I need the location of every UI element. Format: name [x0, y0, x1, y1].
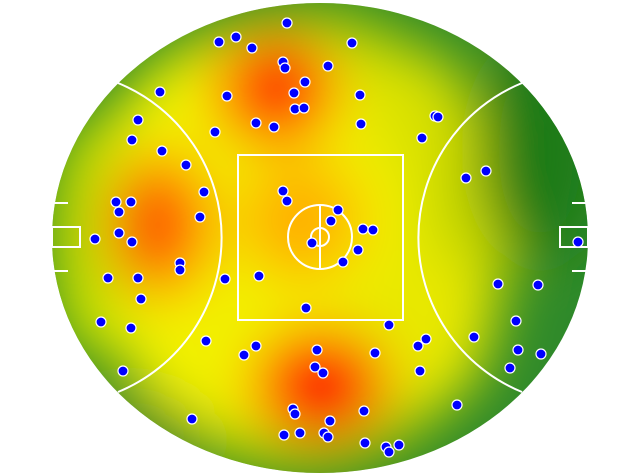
player-point	[306, 237, 318, 249]
player-point	[492, 278, 504, 290]
player-point	[432, 111, 444, 123]
player-point	[325, 215, 337, 227]
heatmap	[52, 3, 588, 473]
player-point	[125, 196, 137, 208]
player-point	[132, 272, 144, 284]
player-point	[393, 439, 405, 451]
player-point	[355, 118, 367, 130]
field-lines	[51, 82, 589, 393]
player-point	[299, 76, 311, 88]
player-point	[359, 437, 371, 449]
player-point	[294, 427, 306, 439]
player-point	[412, 340, 424, 352]
player-point	[383, 446, 395, 458]
player-point	[369, 347, 381, 359]
player-point	[230, 31, 242, 43]
player-point	[510, 315, 522, 327]
player-point	[414, 365, 426, 377]
player-point	[322, 431, 334, 443]
player-point	[221, 90, 233, 102]
player-point	[126, 236, 138, 248]
player-point	[154, 86, 166, 98]
player-point	[278, 429, 290, 441]
player-point	[156, 145, 168, 157]
player-point	[174, 264, 186, 276]
player-point	[246, 42, 258, 54]
player-point	[451, 399, 463, 411]
player-point	[110, 196, 122, 208]
player-point	[298, 102, 310, 114]
player-point	[113, 227, 125, 239]
player-point	[102, 272, 114, 284]
player-point	[281, 195, 293, 207]
player-point	[322, 60, 334, 72]
player-point	[332, 204, 344, 216]
player-point	[281, 17, 293, 29]
player-point	[309, 361, 321, 373]
player-point	[300, 302, 312, 314]
player-point	[213, 36, 225, 48]
player-point	[416, 132, 428, 144]
player-point	[250, 340, 262, 352]
player-point	[317, 367, 329, 379]
player-point	[186, 413, 198, 425]
player-point	[209, 126, 221, 138]
player-point	[279, 62, 291, 74]
player-point	[480, 165, 492, 177]
player-point	[357, 223, 369, 235]
player-point	[113, 206, 125, 218]
player-point	[532, 279, 544, 291]
player-point	[253, 270, 265, 282]
player-point	[324, 415, 336, 427]
player-point	[354, 89, 366, 101]
player-point	[311, 344, 323, 356]
player-point	[367, 224, 379, 236]
player-point	[337, 256, 349, 268]
player-point	[535, 348, 547, 360]
player-point	[383, 319, 395, 331]
player-point	[468, 331, 480, 343]
player-point	[268, 121, 280, 133]
player-point	[132, 114, 144, 126]
player-point	[194, 211, 206, 223]
player-point	[504, 362, 516, 374]
player-point	[288, 87, 300, 99]
player-point	[358, 405, 370, 417]
player-point	[420, 333, 432, 345]
player-point	[198, 186, 210, 198]
player-point	[125, 322, 137, 334]
player-point	[289, 408, 301, 420]
player-point	[180, 159, 192, 171]
player-point	[512, 344, 524, 356]
player-point	[135, 293, 147, 305]
player-point	[219, 273, 231, 285]
player-point	[250, 117, 262, 129]
player-point	[277, 185, 289, 197]
player-point	[89, 233, 101, 245]
player-point	[95, 316, 107, 328]
player-point	[572, 236, 584, 248]
player-point	[238, 349, 250, 361]
player-point	[460, 172, 472, 184]
player-point	[352, 244, 364, 256]
player-point	[346, 37, 358, 49]
player-point	[117, 365, 129, 377]
player-point	[200, 335, 212, 347]
player-point	[126, 134, 138, 146]
